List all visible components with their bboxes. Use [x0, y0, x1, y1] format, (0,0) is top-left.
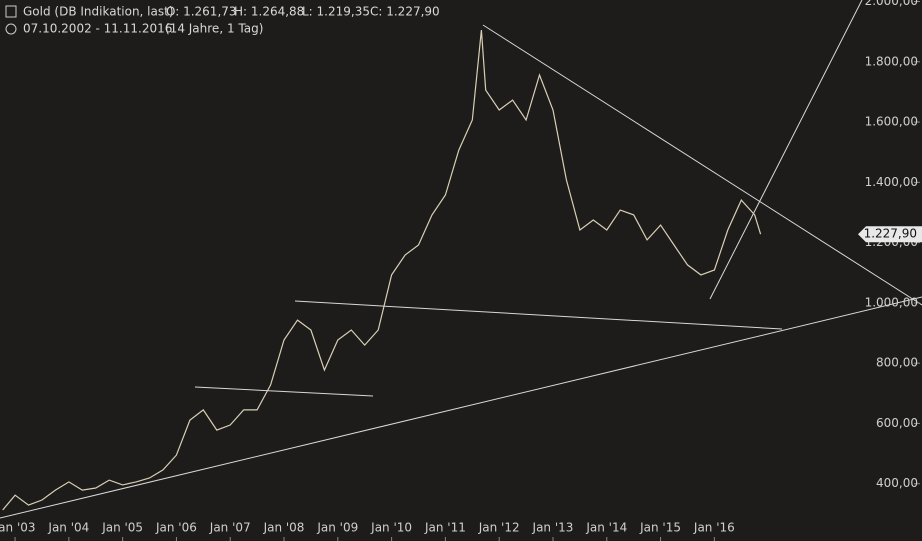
header: Gold (DB Indikation, last) O: 1.261,73 H…	[5, 5, 440, 36]
last-price-label: 1.227,90	[864, 227, 917, 241]
ohlc-low: L: 1.219,35	[302, 5, 370, 19]
y-tick-label: 400,00	[876, 476, 918, 490]
trendline	[194, 386, 374, 397]
x-tick-label: Jan '11	[424, 521, 466, 535]
trendlines	[0, 0, 922, 519]
x-tick-label: Jan '06	[155, 521, 197, 535]
x-tick-label: Jan '08	[263, 521, 305, 535]
x-tick-label: Jan '07	[209, 521, 251, 535]
x-tick-label: Jan '04	[47, 521, 89, 535]
trendline	[482, 24, 922, 306]
trendline	[294, 300, 783, 330]
y-tick-label: 600,00	[876, 416, 918, 430]
period: 07.10.2002 - 11.11.2016	[23, 22, 172, 36]
y-tick-label: 1.600,00	[865, 115, 918, 129]
last-price-box	[858, 226, 922, 243]
y-tick-label: 1.400,00	[865, 175, 918, 189]
chart-icon	[5, 5, 17, 18]
x-tick-label: Jan '12	[478, 521, 520, 535]
y-tick-label: 800,00	[876, 356, 918, 370]
x-tick-label: Jan '15	[639, 521, 681, 535]
x-tick-label: Jan '13	[532, 521, 574, 535]
x-tick-label: Jan '14	[585, 521, 627, 535]
x-tick-label: Jan '09	[316, 521, 358, 535]
y-tick-label: 1.800,00	[865, 54, 918, 68]
ohlc-high: H: 1.264,88	[234, 5, 304, 19]
ohlc-open: O: 1.261,73	[166, 5, 237, 19]
trendline	[709, 0, 863, 300]
y-tick-label: 2.000,00	[865, 0, 918, 8]
price-line	[2, 30, 762, 511]
x-tick-label: Jan '05	[101, 521, 143, 535]
x-tick-label: Jan '16	[693, 521, 735, 535]
duration: (14 Jahre, 1 Tag)	[165, 22, 263, 36]
chart-title: Gold (DB Indikation, last)	[23, 5, 174, 19]
x-tick-label: Jan '10	[370, 521, 412, 535]
x-tick-label: Jan '03	[0, 521, 36, 535]
trendline	[0, 296, 922, 519]
y-tick-label: 1.000,00	[865, 295, 918, 309]
clock-icon	[5, 23, 17, 35]
ohlc-close: C: 1.227,90	[370, 5, 440, 19]
